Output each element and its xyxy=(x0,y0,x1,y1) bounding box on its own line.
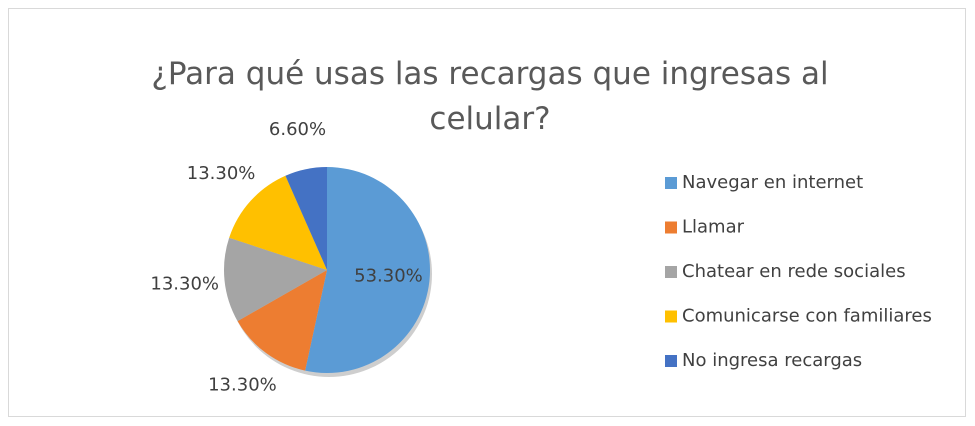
legend-swatch xyxy=(665,177,677,189)
data-label: 13.30% xyxy=(150,273,219,294)
legend-label: No ingresa recargas xyxy=(682,350,862,371)
legend-swatch xyxy=(665,266,677,278)
pie-slice xyxy=(224,237,327,322)
legend-label: Navegar en internet xyxy=(682,172,863,193)
legend-swatch xyxy=(665,310,677,323)
pie-slice xyxy=(285,167,327,270)
pie-slice xyxy=(305,167,430,373)
pie-slice xyxy=(237,270,327,371)
legend-label: Comunicarse con familiares xyxy=(682,306,932,327)
data-label: 13.30% xyxy=(187,163,256,184)
legend-swatch xyxy=(665,355,677,367)
chart-border xyxy=(8,8,966,417)
data-label: 13.30% xyxy=(208,374,277,395)
data-label: 6.60% xyxy=(269,119,326,140)
legend-label: Llamar xyxy=(682,217,745,238)
data-label: 53.30% xyxy=(354,266,423,287)
pie-slice xyxy=(229,175,327,270)
legend-label: Chatear en rede sociales xyxy=(682,261,906,282)
legend-swatch xyxy=(665,221,677,234)
chart-title: ¿Para qué usas las recargas que ingresas… xyxy=(151,56,829,137)
